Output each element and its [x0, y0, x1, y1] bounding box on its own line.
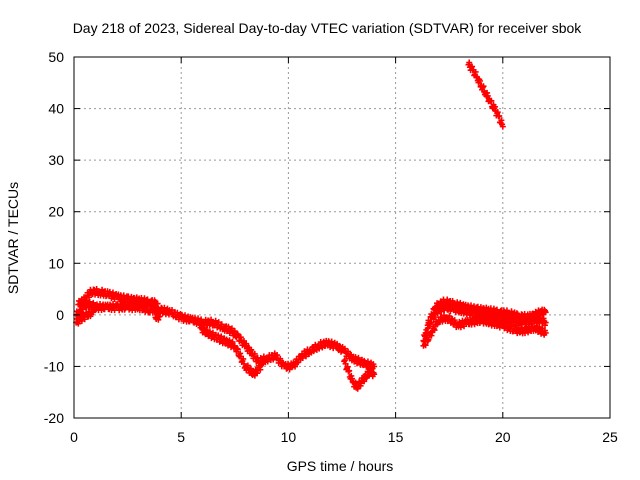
- y-tick-label: 40: [48, 101, 64, 117]
- data-point: [476, 77, 483, 84]
- data-point: [370, 369, 377, 376]
- y-tick-label: 50: [48, 49, 64, 65]
- data-point: [361, 378, 368, 385]
- x-tick-label: 5: [177, 429, 185, 445]
- y-tick-label: 10: [48, 255, 64, 271]
- y-tick-label: 30: [48, 152, 64, 168]
- data-point: [234, 346, 241, 353]
- data-point: [243, 340, 250, 347]
- data-point: [480, 83, 487, 90]
- data-point: [496, 112, 503, 119]
- axis-ticks: 0 5 10 15 20 25 -20 -10 0 10 20 30 40 50: [44, 49, 618, 445]
- data-point: [425, 336, 432, 343]
- data-point: [218, 321, 225, 328]
- data-point: [344, 363, 351, 370]
- data-point: [342, 360, 349, 367]
- data-point: [346, 367, 353, 374]
- data-point: [429, 312, 436, 319]
- data-point: [494, 109, 501, 116]
- data-point: [355, 354, 362, 361]
- data-point: [370, 361, 377, 368]
- y-tick-label: 0: [56, 307, 64, 323]
- data-point: [431, 327, 438, 334]
- data-point: [422, 342, 429, 349]
- data-point: [231, 328, 238, 335]
- data-point: [89, 309, 96, 316]
- x-tick-label: 20: [495, 429, 511, 445]
- data-point: [499, 121, 506, 128]
- x-tick-label: 25: [602, 429, 618, 445]
- y-axis-title: SDTVAR / TECUs: [5, 182, 21, 294]
- data-point: [488, 97, 495, 104]
- data-point: [277, 355, 284, 362]
- y-tick-label: 20: [48, 204, 64, 220]
- data-point: [469, 63, 476, 70]
- x-axis-title: GPS time / hours: [287, 458, 394, 474]
- data-marks: [73, 59, 549, 392]
- data-point: [156, 313, 163, 320]
- chart-title: Day 218 of 2023, Sidereal Day-to-day VTE…: [73, 20, 583, 36]
- data-point: [248, 346, 255, 353]
- x-tick-label: 15: [388, 429, 404, 445]
- data-point: [541, 307, 548, 314]
- data-point: [484, 92, 491, 99]
- x-tick-label: 0: [70, 429, 78, 445]
- plot-frame: [73, 56, 611, 419]
- y-tick-label: -10: [44, 358, 64, 374]
- data-point: [349, 375, 356, 382]
- data-point: [426, 319, 433, 326]
- data-point: [292, 363, 299, 370]
- data-point: [541, 322, 548, 329]
- x-tick-label: 10: [281, 429, 297, 445]
- data-point: [541, 327, 548, 334]
- y-tick-label: -20: [44, 410, 64, 426]
- data-point: [258, 358, 265, 365]
